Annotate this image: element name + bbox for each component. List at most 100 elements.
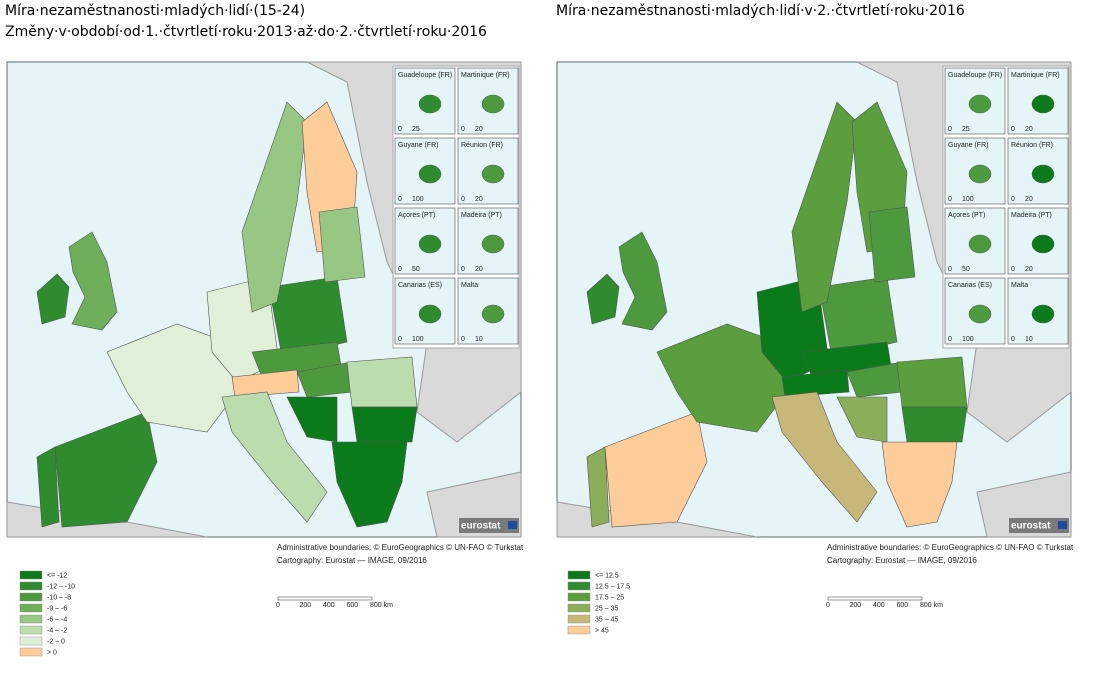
region-sweden-norway: [791, 101, 858, 313]
legend-swatch: [567, 592, 591, 602]
inset-island: [418, 234, 442, 254]
attribution: Cartography: Eurostat — IMAGE, 09/2016: [277, 556, 427, 565]
logo-box: [1009, 518, 1069, 533]
logo-flag: [1058, 521, 1067, 529]
legend-label: > 0: [47, 649, 57, 656]
inset-scale-label: 20: [475, 126, 483, 133]
legend-swatch: [19, 647, 43, 657]
legend-swatch: [567, 570, 591, 580]
region-baltics: [868, 206, 916, 283]
panel-title: Míra·nezaměstnanosti·mladých·lidí·(15-24…: [5, 3, 305, 19]
legend-swatch: [19, 581, 43, 591]
legend-label: 25 – 35: [595, 605, 618, 612]
scale-bar-label: 0: [826, 602, 830, 609]
inset-name: Canarias (ES): [948, 282, 992, 289]
inset-scale-label: 0: [461, 336, 465, 343]
inset-scale-label: 10: [1025, 336, 1033, 343]
inset-scale-label: 0: [461, 266, 465, 273]
inset-island: [1031, 164, 1055, 184]
inset-name: Martinique (FR): [461, 72, 510, 79]
inset-name: Guyane (FR): [398, 142, 438, 149]
inset-island: [1031, 94, 1055, 114]
panel-title: Míra·nezaměstnanosti·mladých·lidí·v·2.·č…: [556, 3, 965, 19]
region-sweden-norway: [241, 101, 308, 313]
region-portugal: [36, 446, 60, 528]
region-spain: [604, 411, 708, 528]
legend-label: -9 – -6: [47, 605, 67, 612]
region-bulgaria: [901, 406, 968, 443]
legend-label: > 45: [595, 627, 609, 634]
logo: eurostat: [1011, 521, 1051, 532]
legend-swatch: [19, 592, 43, 602]
inset-scale-label: 100: [412, 336, 424, 343]
scale-bar-label: 200: [850, 602, 862, 609]
inset-name: Guadeloupe (FR): [398, 72, 452, 79]
inset-island: [418, 304, 442, 324]
region-uk: [618, 231, 668, 331]
legend-label: -10 – -8: [47, 594, 71, 601]
legend-swatch: [19, 614, 43, 624]
inset-scale-label: 25: [412, 126, 420, 133]
inset-island: [481, 164, 505, 184]
inset-scale-label: 0: [1011, 126, 1015, 133]
legend-label: <= 12.5: [595, 572, 619, 579]
legend-swatch: [19, 625, 43, 635]
legend-label: <= -12: [47, 572, 67, 579]
logo: eurostat: [461, 521, 501, 532]
region-baltics: [318, 206, 366, 283]
legend-swatch: [567, 614, 591, 624]
inset-box: [457, 277, 519, 345]
inset-scale-label: 0: [948, 196, 952, 203]
inset-island: [418, 164, 442, 184]
inset-name: Guyane (FR): [948, 142, 988, 149]
inset-scale-label: 20: [475, 196, 483, 203]
inset-scale-label: 0: [398, 196, 402, 203]
region-romania: [346, 356, 418, 408]
region-uk: [68, 231, 118, 331]
region-ireland: [36, 273, 70, 325]
legend-label: 35 – 45: [595, 616, 618, 623]
inset-name: Malta: [461, 282, 478, 289]
scale-bar-label: 0: [276, 602, 280, 609]
legend-label: -4 – -2: [47, 627, 67, 634]
inset-name: Madeira (PT): [1011, 212, 1052, 219]
inset-scale-label: 100: [962, 336, 974, 343]
inset-scale-label: 0: [948, 336, 952, 343]
scale-bar-label: 400: [323, 602, 335, 609]
region-france: [106, 323, 238, 433]
map: Guadeloupe (FR) 0 25 Martinique (FR) 0 20 Guya…: [6, 61, 522, 538]
map: Guadeloupe (FR) 0 25 Martinique (FR) 0 20 Guya…: [556, 61, 1072, 538]
legend-swatch: [567, 603, 591, 613]
region-bulgaria: [351, 406, 418, 443]
inset-scale-label: 20: [475, 266, 483, 273]
region-austria: [231, 369, 300, 398]
attribution: Administrative boundaries: © EuroGeograp…: [277, 543, 524, 552]
inset-scale-label: 0: [948, 266, 952, 273]
logo-flag: [508, 521, 517, 529]
inset-scale-label: 0: [461, 196, 465, 203]
inset-name: Réunion (FR): [1011, 142, 1053, 149]
legend-swatch: [19, 603, 43, 613]
legend-swatch: [19, 570, 43, 580]
region-portugal: [586, 446, 610, 528]
inset-name: Açores (PT): [948, 212, 985, 219]
map-panel: Míra·nezaměstnanosti·mladých·lidí·(15-24…: [5, 3, 524, 656]
inset-name: Canarias (ES): [398, 282, 442, 289]
inset-scale-label: 100: [412, 196, 424, 203]
attribution: Administrative boundaries: © EuroGeograp…: [827, 543, 1074, 552]
legend-label: -2 – 0: [47, 638, 65, 645]
inset-scale-label: 0: [398, 126, 402, 133]
legend-label: 17.5 – 25: [595, 594, 624, 601]
inset-scale-label: 0: [1011, 266, 1015, 273]
region-spain: [54, 411, 158, 528]
inset-island: [481, 94, 505, 114]
inset-scale-label: 0: [948, 126, 952, 133]
scale-bar-label: 800 km: [370, 602, 393, 609]
region-italy: [221, 391, 328, 523]
logo-box: [459, 518, 519, 533]
scale-bar-label: 600: [897, 602, 909, 609]
inset-island: [481, 304, 505, 324]
inset-name: Réunion (FR): [461, 142, 503, 149]
scale-bar-label: 200: [300, 602, 312, 609]
